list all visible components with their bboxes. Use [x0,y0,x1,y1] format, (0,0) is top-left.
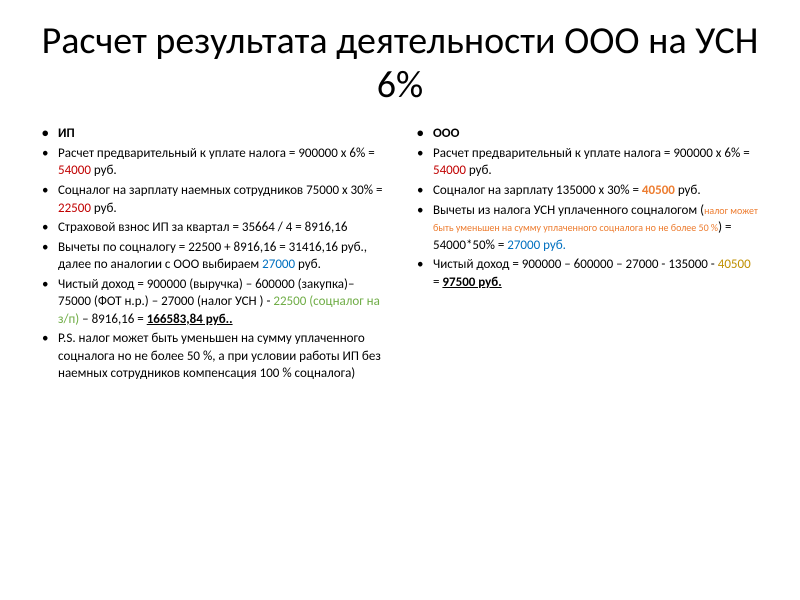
value-blue: 27000 руб. [507,238,566,253]
left-column: ИП Расчет предварительный к уплате налог… [40,125,385,385]
text: Чистый доход = 900000 – 600000 – 27000 -… [433,257,718,272]
value-brown: 40500 [642,183,675,198]
text: руб. [675,183,701,198]
left-header: ИП [40,125,385,143]
content-columns: ИП Расчет предварительный к уплате налог… [40,125,760,385]
value-red: 54000 [58,163,91,178]
value-orange: 40500 [718,257,751,272]
text: Расчет предварительный к уплате налога =… [433,146,750,161]
text: Расчет предварительный к уплате налога =… [58,146,375,161]
left-item-3: Страховой взнос ИП за квартал = 35664 / … [40,219,385,237]
text: Вычеты из налога УСН уплаченного соцнало… [433,203,704,218]
left-item-4: Вычеты по соцналогу = 22500 + 8916,16 = … [40,239,385,274]
right-column: ООО Расчет предварительный к уплате нало… [415,125,760,385]
value-underline: 97500 руб. [442,275,501,290]
slide-title: Расчет результата деятельности ООО на УС… [40,20,760,107]
value-red: 54000 [433,163,466,178]
left-item-6: P.S. налог может быть уменьшен на сумму … [40,330,385,383]
text: – 8916,16 = [79,312,146,327]
left-item-2: Соцналог на зарплату наемных сотрудников… [40,182,385,217]
text: Соцналог на зарплату наемных сотрудников… [58,183,382,198]
right-item-3: Вычеты из налога УСН уплаченного соцнало… [415,202,760,255]
left-item-5: Чистый доход = 900000 (выручка) – 600000… [40,276,385,329]
right-item-4: Чистый доход = 900000 – 600000 – 27000 -… [415,256,760,291]
value-blue: 27000 [262,257,295,272]
text: руб. [295,257,321,272]
right-item-1: Расчет предварительный к уплате налога =… [415,145,760,180]
text: руб. [466,163,492,178]
text: руб. [91,163,117,178]
text: = [433,275,442,290]
text: Соцналог на зарплату 135000 х 30% = [433,183,642,198]
value-red: 22500 [58,201,91,216]
value-underline: 166583,84 руб.. [147,312,233,327]
left-item-1: Расчет предварительный к уплате налога =… [40,145,385,180]
text: руб. [91,201,117,216]
right-header: ООО [415,125,760,143]
right-item-2: Соцналог на зарплату 135000 х 30% = 4050… [415,182,760,200]
